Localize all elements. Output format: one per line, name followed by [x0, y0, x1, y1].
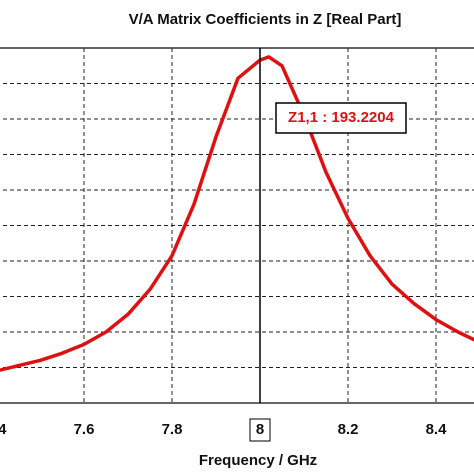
x-tick-label: 7.4 [0, 421, 7, 438]
data-line [0, 55, 474, 372]
marker-label: Z1,1 : 193.2204 [288, 109, 395, 126]
marker-label-box [275, 102, 407, 134]
x-tick-label: 8.2 [338, 421, 359, 438]
x-tick-label: 8.4 [426, 421, 448, 438]
chart-title: V/A Matrix Coefficients in Z [Real Part] [129, 11, 402, 28]
x-tick-label: 7.8 [162, 421, 183, 438]
marker-tick-box [249, 418, 271, 442]
x-tick-label: 8 [256, 421, 264, 438]
x-axis-label: Frequency / GHz [199, 452, 317, 469]
x-tick-label: 7.6 [74, 421, 95, 438]
